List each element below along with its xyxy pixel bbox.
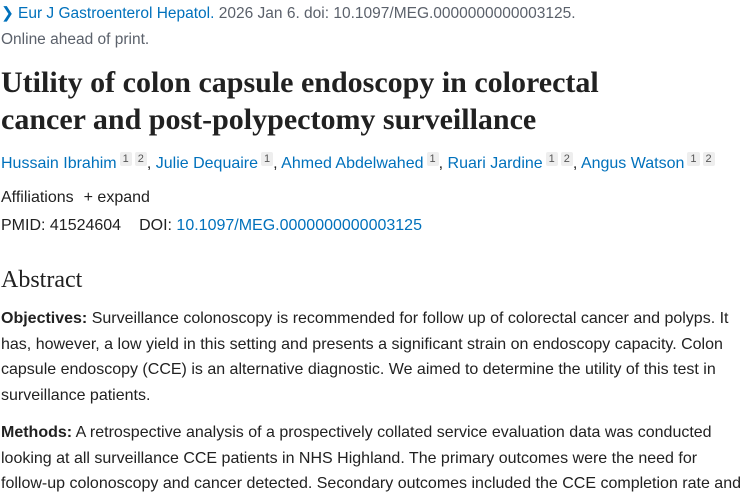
abstract-objectives: Objectives: Surveillance colonoscopy is … [1, 306, 741, 408]
publication-status: Online ahead of print. [1, 31, 150, 48]
author-link[interactable]: Ahmed Abdelwahed [281, 155, 424, 172]
affiliation-ref[interactable]: 2 [702, 152, 715, 166]
affiliations: Affiliations + expand [1, 188, 741, 208]
doi-link[interactable]: 10.1097/MEG.0000000000003125 [176, 217, 422, 234]
affiliation-ref[interactable]: 1 [119, 152, 132, 166]
author-link[interactable]: Angus Watson [580, 155, 685, 172]
author-link[interactable]: Ruari Jardine [447, 155, 543, 172]
abstract-methods: Methods: A retrospective analysis of a p… [1, 420, 741, 497]
title-line-2: cancer and post-polypectomy surveillance [1, 103, 537, 136]
affiliations-label: Affiliations [1, 189, 74, 206]
doi-label: DOI: [139, 217, 172, 234]
objectives-text: Surveillance colonoscopy is recommended … [1, 310, 729, 404]
journal-link[interactable]: Eur J Gastroenterol Hepatol. [18, 5, 215, 22]
affiliation-ref[interactable]: 2 [134, 152, 147, 166]
objectives-label: Objectives: [1, 310, 88, 327]
chevron-right-icon: ❯ [1, 5, 14, 22]
affiliation-ref[interactable]: 1 [261, 152, 274, 166]
expand-affiliations-button[interactable]: + expand [83, 189, 150, 206]
citation: ❯ Eur J Gastroenterol Hepatol. 2026 Jan 6… [1, 4, 741, 24]
methods-label: Methods: [1, 424, 73, 441]
abstract-heading: Abstract [1, 267, 83, 293]
citation-details: 2026 Jan 6. doi: 10.1097/MEG.00000000000… [214, 5, 576, 22]
article-title: Utility of colon capsule endoscopy in co… [1, 64, 741, 138]
methods-text: A retrospective analysis of a prospectiv… [1, 424, 741, 492]
author-link[interactable]: Hussain Ibrahim [1, 155, 117, 172]
affiliation-ref[interactable]: 1 [687, 152, 700, 166]
title-line-1: Utility of colon capsule endoscopy in co… [1, 66, 599, 99]
author-list: Hussain Ibrahim 1 2, Julie Dequaire 1, Ahme… [1, 152, 741, 176]
pmid: PMID: 41524604 [1, 217, 122, 234]
author-link[interactable]: Julie Dequaire [155, 155, 259, 172]
affiliation-ref[interactable]: 2 [560, 152, 573, 166]
identifiers: PMID: 41524604 DOI: 10.1097/MEG.000000000… [1, 216, 741, 236]
affiliation-ref[interactable]: 1 [426, 152, 439, 166]
affiliation-ref[interactable]: 1 [545, 152, 558, 166]
